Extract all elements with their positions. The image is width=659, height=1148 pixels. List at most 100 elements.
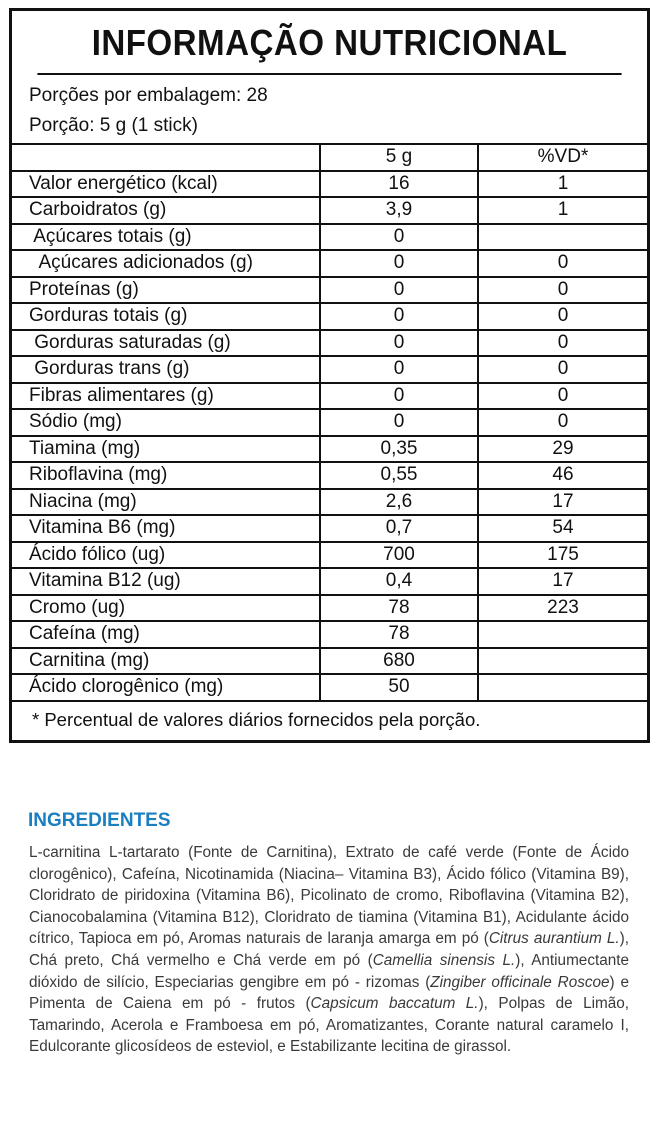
cell-value: 0 bbox=[477, 355, 647, 384]
cell-label: Gorduras totais (g) bbox=[12, 302, 321, 331]
header-row: 5 g %VD* bbox=[12, 145, 647, 172]
ingredient-text: Zingiber officinale Roscoe bbox=[430, 973, 610, 991]
ingredient-text: ) e Pimenta de Caiena em pó - frutos ( bbox=[29, 973, 629, 1013]
nutrient-grid: 5 g %VD* Valor energético (kcal) 16 1 Carboid… bbox=[12, 145, 647, 702]
cell-label: Valor energético (kcal) bbox=[12, 169, 321, 198]
cell-value bbox=[477, 222, 647, 251]
table-title: INFORMAÇÃO NUTRICIONAL bbox=[37, 11, 622, 75]
cell-value: 0,55 bbox=[319, 461, 479, 490]
cell-label: Fibras alimentares (g) bbox=[12, 381, 321, 410]
cell-value bbox=[477, 673, 647, 702]
cell-value: 0,35 bbox=[319, 434, 479, 463]
nutrient-row: Gorduras trans (g) 0 0 bbox=[12, 355, 647, 384]
cell-label: Proteínas (g) bbox=[12, 275, 321, 304]
nutrient-row: Tiamina (mg) 0,35 29 bbox=[12, 434, 647, 463]
nutrient-row: Proteínas (g) 0 0 bbox=[12, 275, 647, 304]
cell-value: 0 bbox=[319, 249, 479, 278]
cell-value: 175 bbox=[477, 540, 647, 569]
nutrition-table: INFORMAÇÃO NUTRICIONAL Porções por embal… bbox=[9, 8, 650, 743]
cell-value: 0 bbox=[319, 275, 479, 304]
cell-label: Carnitina (mg) bbox=[12, 646, 321, 675]
nutrient-row: Cafeína (mg) 78 bbox=[12, 620, 647, 649]
ingredient-text: ), Polpas de Limão, Tamarindo, Acerola e… bbox=[29, 995, 629, 1056]
cell-value: 0 bbox=[477, 328, 647, 357]
nutrient-row: Açúcares totais (g) 0 bbox=[12, 222, 647, 251]
cell-value: 2,6 bbox=[319, 487, 479, 516]
nutrient-row: Carboidratos (g) 3,9 1 bbox=[12, 196, 647, 225]
portions: Porções por embalagem: 28 Porção: 5 g (1… bbox=[12, 75, 647, 145]
cell-label: Vitamina B6 (mg) bbox=[12, 514, 321, 543]
portions-per-pack: Porções por embalagem: 28 bbox=[29, 85, 268, 106]
cell-label: Cafeína (mg) bbox=[12, 620, 321, 649]
cell-value: 0,4 bbox=[319, 567, 479, 596]
nutrient-row: Gorduras totais (g) 0 0 bbox=[12, 302, 647, 331]
cell-label: Vitamina B12 (ug) bbox=[12, 567, 321, 596]
cell-value: 0 bbox=[477, 275, 647, 304]
cell-value bbox=[477, 620, 647, 649]
nutrient-row: Fibras alimentares (g) 0 0 bbox=[12, 381, 647, 410]
ingredients-text: L-carnitina L-tartarato (Fonte de Carnit… bbox=[29, 842, 629, 1058]
nutrient-row: Vitamina B6 (mg) 0,7 54 bbox=[12, 514, 647, 543]
cell-value bbox=[477, 646, 647, 675]
cell-value: 17 bbox=[477, 487, 647, 516]
cell-value: 29 bbox=[477, 434, 647, 463]
cell-value: 3,9 bbox=[319, 196, 479, 225]
cell-value: 5 g bbox=[319, 145, 479, 172]
cell-value: 46 bbox=[477, 461, 647, 490]
cell-label: Açúcares totais (g) bbox=[12, 222, 321, 251]
nutrient-row: Ácido fólico (ug) 700 175 bbox=[12, 540, 647, 569]
cell-value: 0 bbox=[319, 355, 479, 384]
cell-value: 78 bbox=[319, 620, 479, 649]
cell-value: 1 bbox=[477, 169, 647, 198]
cell-value: 0 bbox=[477, 381, 647, 410]
cell-label bbox=[12, 145, 321, 172]
ingredient-text: Camellia sinensis L. bbox=[372, 951, 516, 969]
cell-label: Ácido fólico (ug) bbox=[12, 540, 321, 569]
cell-value: 680 bbox=[319, 646, 479, 675]
ingredient-text: Capsicum baccatum L. bbox=[310, 995, 479, 1013]
ingredient-text: Citrus aurantium L. bbox=[488, 930, 620, 948]
nutrient-row: Açúcares adicionados (g) 0 0 bbox=[12, 249, 647, 278]
cell-value: 0 bbox=[477, 408, 647, 437]
cell-value: 0,7 bbox=[319, 514, 479, 543]
cell-label: Açúcares adicionados (g) bbox=[12, 249, 321, 278]
nutrient-row: Riboflavina (mg) 0,55 46 bbox=[12, 461, 647, 490]
cell-value: 0 bbox=[319, 302, 479, 331]
ingredient-text: ), Antiumectante dióxido de silício, Esp… bbox=[29, 951, 629, 991]
cell-value: 17 bbox=[477, 567, 647, 596]
cell-label: Carboidratos (g) bbox=[12, 196, 321, 225]
cell-label: Tiamina (mg) bbox=[12, 434, 321, 463]
nutrient-row: Cromo (ug) 78 223 bbox=[12, 593, 647, 622]
nutrient-row: Niacina (mg) 2,6 17 bbox=[12, 487, 647, 516]
cell-value: %VD* bbox=[477, 145, 647, 172]
cell-value: 1 bbox=[477, 196, 647, 225]
nutrient-row: Ácido clorogênico (mg) 50 bbox=[12, 673, 647, 702]
cell-value: 0 bbox=[319, 222, 479, 251]
cell-label: Ácido clorogênico (mg) bbox=[12, 673, 321, 702]
cell-value: 0 bbox=[319, 381, 479, 410]
cell-value: 0 bbox=[319, 408, 479, 437]
cell-label: Cromo (ug) bbox=[12, 593, 321, 622]
cell-value: 16 bbox=[319, 169, 479, 198]
cell-value: 54 bbox=[477, 514, 647, 543]
cell-label: Sódio (mg) bbox=[12, 408, 321, 437]
cell-value: 0 bbox=[477, 302, 647, 331]
cell-label: Gorduras trans (g) bbox=[12, 355, 321, 384]
cell-value: 0 bbox=[477, 249, 647, 278]
cell-value: 0 bbox=[319, 328, 479, 357]
nutrient-row: Gorduras saturadas (g) 0 0 bbox=[12, 328, 647, 357]
cell-label: Niacina (mg) bbox=[12, 487, 321, 516]
nutrient-row: Vitamina B12 (ug) 0,4 17 bbox=[12, 567, 647, 596]
cell-value: 78 bbox=[319, 593, 479, 622]
ingredients-title: INGREDIENTES bbox=[28, 810, 171, 831]
cell-value: 223 bbox=[477, 593, 647, 622]
nutrient-row: Sódio (mg) 0 0 bbox=[12, 408, 647, 437]
cell-value: 50 bbox=[319, 673, 479, 702]
ingredient-text: ), Chá preto, Chá vermelho e Chá verde e… bbox=[29, 930, 629, 969]
ingredient-text: L-carnitina L-tartarato (Fonte de Carnit… bbox=[29, 844, 629, 948]
cell-value: 700 bbox=[319, 540, 479, 569]
portion-size: Porção: 5 g (1 stick) bbox=[29, 115, 198, 136]
nutrient-row: Valor energético (kcal) 16 1 bbox=[12, 169, 647, 198]
cell-label: Gorduras saturadas (g) bbox=[12, 328, 321, 357]
